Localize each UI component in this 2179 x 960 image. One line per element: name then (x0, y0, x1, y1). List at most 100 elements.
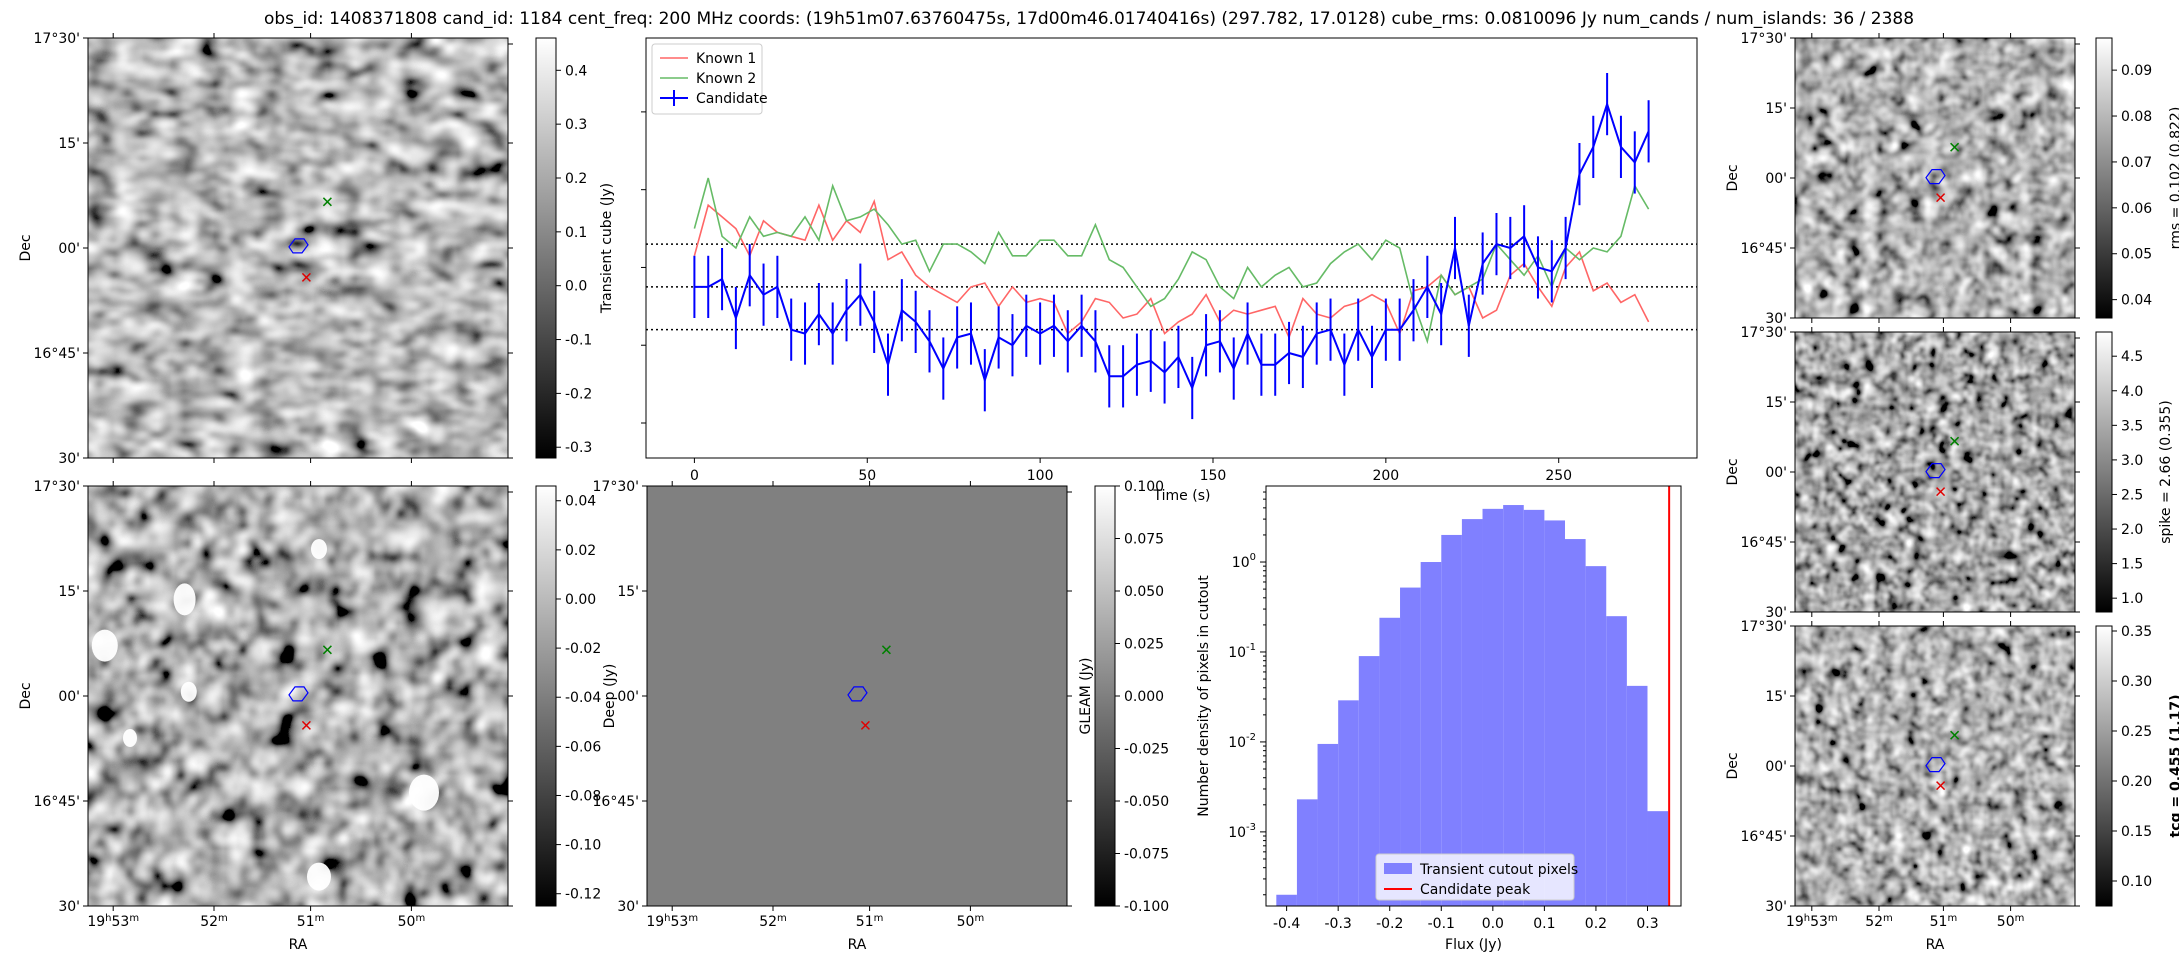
dec-tick-label: 17°30' (1741, 31, 1787, 47)
lightcurve-plot: 0 50 100 150 200 250 Time (s) Known 1 Known 2 Can… (641, 37, 1698, 504)
transient-colorbar-label: Transient cube (Jy) (599, 183, 615, 314)
histogram-bar (1400, 587, 1421, 906)
colorbar-tick-label: 2.0 (2121, 522, 2143, 538)
tcg-image (1795, 626, 2075, 906)
x-tick-label: -0.2 (1376, 916, 1403, 932)
colorbar-tick-label: -0.04 (565, 690, 601, 706)
dec-tick-label: 16°45' (1741, 241, 1787, 257)
histogram-bar (1358, 656, 1380, 906)
ra-tick-label: 52m (759, 913, 787, 930)
colorbar-tick-label: 0.04 (565, 494, 596, 510)
deep-colorbar (535, 485, 557, 907)
dec-tick-label: 17°30' (1741, 325, 1787, 341)
histogram-bar (1317, 743, 1339, 906)
dec-tick-label: 15' (58, 584, 80, 600)
colorbar-tick-label: 4.0 (2121, 384, 2143, 400)
gleam-image (647, 486, 1067, 906)
legend-label: Transient cutout pixels (1419, 862, 1578, 878)
histogram-bar (1585, 566, 1607, 906)
known-red-marker (301, 272, 311, 282)
deep-bright-source (180, 681, 197, 702)
histogram-bar (1296, 799, 1318, 906)
gleam-colorbar-label: GLEAM (Jy) (1078, 658, 1094, 735)
rms-colorbar (2095, 37, 2113, 319)
x-tick-label: 250 (1545, 468, 1572, 484)
spike-colorbar-label: spike = 2.66 (0.355) (2158, 400, 2174, 544)
deep-colorbar-label: Deep (Jy) (602, 664, 618, 729)
tcg-colorbar-label: tcg = 0.455 (1.17) (2168, 695, 2179, 838)
histogram-bar (1565, 539, 1586, 906)
dec-axis-label: Dec (1725, 458, 1741, 485)
candidate-contour (1925, 757, 1946, 773)
x-tick-label: 100 (1027, 468, 1054, 484)
x-tick-label: 150 (1200, 468, 1227, 484)
colorbar-tick-label: 2.5 (2121, 487, 2143, 503)
known-green-marker (1950, 142, 1960, 152)
legend-box (651, 43, 763, 115)
histogram-bar (1338, 700, 1359, 906)
lightcurve-legend: Known 1 Known 2 Candidate (651, 43, 768, 115)
x-tick-label: -0.3 (1325, 916, 1352, 932)
colorbar-tick-label: 0.025 (1124, 637, 1164, 653)
panel-gleam: 17°30' 15' 00' 16°45' 30' 19h53m 52m 51m 50m RA 0.… (593, 479, 1170, 953)
y-tick-label: 10-1 (1228, 642, 1256, 661)
dec-tick-label: 00' (1765, 465, 1787, 481)
dec-tick-label: 17°30' (34, 479, 80, 495)
colorbar-tick-label: -0.08 (565, 788, 601, 804)
candidate-contour (288, 238, 309, 254)
colorbar-tick-label: 0.1 (565, 225, 587, 241)
deep-bright-source (409, 774, 439, 811)
dec-tick-label: 16°45' (34, 346, 80, 362)
deep-bright-source (123, 729, 137, 747)
colorbar-tick-label: 0.07 (2121, 155, 2152, 171)
histogram-bar (1626, 685, 1648, 906)
legend-label: Known 1 (696, 51, 756, 67)
histogram-bar (1647, 811, 1669, 906)
dec-axis-label: Dec (18, 682, 34, 709)
colorbar-tick-label: 0.04 (2121, 293, 2152, 309)
series-known-1 (693, 198, 1650, 340)
colorbar-tick-label: -0.075 (1124, 847, 1169, 863)
dec-tick-label: 30' (1765, 311, 1787, 327)
colorbar-tick-label: 0.100 (1124, 479, 1164, 495)
x-tick-label: 200 (1372, 468, 1399, 484)
dec-axis-label: Dec (1725, 752, 1741, 779)
transient-image (88, 38, 508, 458)
spike-colorbar (2095, 331, 2113, 613)
colorbar-tick-label: 0.08 (2121, 109, 2152, 125)
gleam-colorbar (1094, 485, 1116, 907)
x-tick-label: -0.1 (1428, 916, 1455, 932)
colorbar-tick-label: 1.0 (2121, 591, 2143, 607)
y-tick-label: 10-3 (1228, 822, 1256, 841)
candidate-contour (1925, 169, 1946, 185)
deep-bright-source (307, 862, 331, 891)
dec-tick-label: 00' (1765, 171, 1787, 187)
colorbar-tick-label: 0.10 (2121, 874, 2152, 890)
panel-rms: 17°30' 15' 00' 16°45' 30' Dec 0.09 0.08 0.07 0.06… (1725, 31, 2179, 327)
dec-tick-label: 17°30' (1741, 619, 1787, 635)
known-red-marker (860, 720, 870, 730)
histogram-xlabel: Flux (Jy) (1445, 937, 1502, 953)
colorbar-tick-label: 0.25 (2121, 724, 2152, 740)
legend-label: Candidate (696, 91, 768, 107)
colorbar-tick-label: 1.5 (2121, 557, 2143, 573)
x-tick-label: 0.3 (1636, 916, 1658, 932)
dec-tick-label: 30' (58, 451, 80, 467)
known-red-marker (1936, 487, 1946, 497)
tcg-colorbar (2095, 625, 2113, 907)
colorbar-tick-label: 0.30 (2121, 674, 2152, 690)
legend-swatch (1384, 863, 1412, 874)
ra-tick-label: 51m (297, 913, 325, 930)
colorbar-tick-label: 4.5 (2121, 349, 2143, 365)
series-known-2 (693, 177, 1650, 345)
known-green-marker (881, 645, 891, 655)
lightcurve-frame (645, 37, 1698, 459)
colorbar-tick-label: -0.12 (565, 887, 601, 903)
dec-tick-label: 15' (1765, 689, 1787, 705)
colorbar-tick-label: -0.025 (1124, 742, 1169, 758)
ra-axis-label: RA (848, 937, 867, 953)
known-green-marker (1950, 730, 1960, 740)
colorbar-tick-label: -0.100 (1124, 899, 1169, 915)
deep-bright-source (91, 629, 118, 662)
